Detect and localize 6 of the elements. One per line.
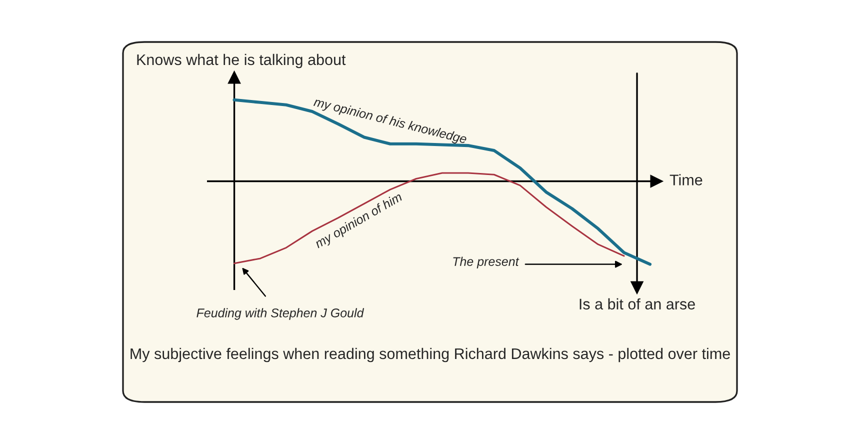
- x-axis-title: Time: [670, 174, 702, 186]
- text: Feuding with Stephen J Gould: [196, 308, 364, 320]
- text: Is a bit of an arse: [580, 298, 695, 310]
- y-axis-title: Knows what he is talking about: [137, 54, 346, 68]
- annotation: The present: [453, 256, 520, 268]
- text: My subjective feelings when reading something Richard Dawkins says - plotted over time: [130, 348, 730, 362]
